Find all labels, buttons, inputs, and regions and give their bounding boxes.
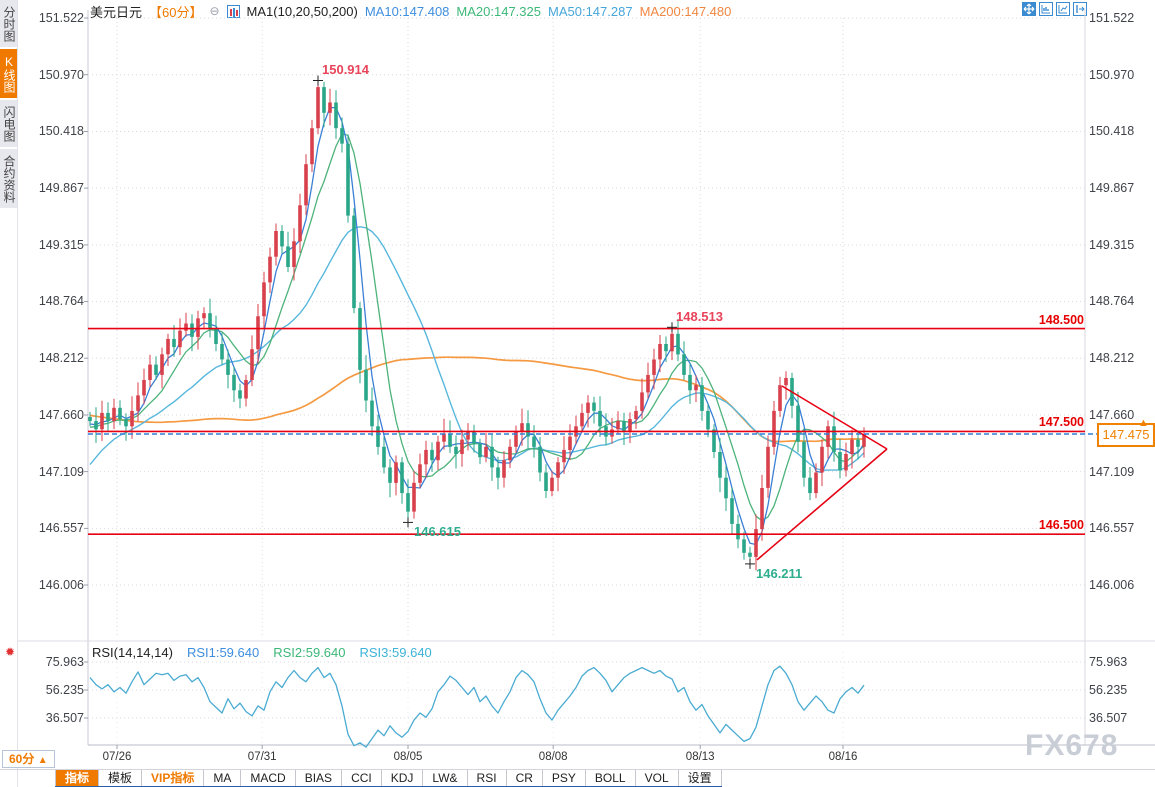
y-axis-label-left: 148.212 — [38, 351, 84, 366]
left-tab-strip: 分时图 K线图闪电图合约资料 — [0, 0, 18, 787]
swing-low-label: 146.615 — [414, 524, 461, 540]
y-axis-label-left: 150.418 — [38, 124, 84, 139]
y-axis-label-right: 150.418 — [1089, 124, 1135, 139]
y-axis-label-left: 147.109 — [38, 464, 84, 479]
rsi-axis-label-left: 56.235 — [45, 683, 84, 697]
rsi-header: RSI(14,14,14) RSI1:59.640 RSI2:59.640 RS… — [92, 645, 432, 660]
collapse-right-icon[interactable] — [1073, 2, 1087, 16]
crosshair-icon[interactable] — [1022, 2, 1036, 16]
price-up-arrow-icon: ▲ — [1138, 417, 1149, 429]
toolbar-item-CCI[interactable]: CCI — [342, 770, 382, 786]
period-selector[interactable]: 60分 ▲ — [2, 750, 55, 768]
x-axis-date-label: 08/08 — [538, 751, 568, 763]
ma200-value: MA200:147.480 — [639, 3, 732, 19]
candlestick-icon[interactable] — [226, 4, 240, 18]
rsi-settings-icon[interactable]: ✹ — [5, 645, 16, 659]
x-axis-date-label: 07/26 — [102, 751, 132, 763]
rsi1-value: RSI1:59.640 — [186, 645, 260, 660]
y-axis-label-left: 151.522 — [38, 11, 84, 25]
y-axis-label-left: 146.557 — [38, 521, 84, 536]
period-label: 【60分】 — [149, 4, 203, 20]
window-layout-icons — [1022, 2, 1087, 16]
period-value: 60分 — [9, 752, 35, 766]
current-price-box: 147.475 — [1097, 423, 1155, 447]
y-axis-label-left: 150.970 — [38, 67, 84, 82]
x-axis-date-label: 08/16 — [828, 751, 858, 763]
rsi-axis-label-left: 75.963 — [45, 655, 84, 669]
price-level-label: 147.500 — [1038, 415, 1084, 430]
toolbar-item-BOLL[interactable]: BOLL — [586, 770, 636, 786]
rsi-label: RSI(14,14,14) — [92, 645, 173, 660]
zoom-out-icon[interactable]: ⊖ — [209, 4, 220, 18]
y-axis-label-right: 149.315 — [1089, 237, 1135, 252]
toolbar-item-MA[interactable]: MA — [204, 770, 242, 786]
y-axis-label-right: 148.212 — [1089, 351, 1135, 366]
rsi-axis-label-right: 75.963 — [1089, 655, 1128, 669]
y-axis-label-left: 146.006 — [38, 577, 84, 592]
toolbar-item-模板[interactable]: 模板 — [99, 770, 143, 786]
toolbar-item-MACD[interactable]: MACD — [241, 770, 296, 786]
rsi-axis-label-right: 56.235 — [1089, 683, 1128, 697]
rsi-axis-label-right: 36.507 — [1089, 711, 1128, 725]
price-level-label: 146.500 — [1038, 518, 1084, 533]
toolbar-item-RSI[interactable]: RSI — [468, 770, 507, 786]
y-axis-label-right: 147.660 — [1089, 407, 1135, 422]
toolbar-item-PSY[interactable]: PSY — [543, 770, 586, 786]
swing-low-label: 146.211 — [756, 565, 803, 581]
toolbar-divider — [0, 769, 1155, 770]
symbol-name: 美元日元 — [90, 4, 143, 20]
toolbar-item-VIP指标[interactable]: VIP指标 — [142, 770, 205, 786]
sidebar-tab-K线图[interactable]: K线图 — [0, 49, 17, 98]
price-level-label: 148.500 — [1038, 312, 1084, 327]
rsi2-value: RSI2:59.640 — [273, 645, 346, 660]
swing-high-label: 148.513 — [676, 309, 723, 325]
y-axis-label-right: 149.867 — [1089, 181, 1135, 196]
rsi3-value: RSI3:59.640 — [359, 645, 432, 660]
ma10-value: MA10:147.408 — [364, 3, 450, 19]
toolbar-item-设置[interactable]: 设置 — [679, 770, 722, 786]
rsi-axis-label-left: 36.507 — [45, 711, 84, 725]
sidebar-tab-闪电图[interactable]: 闪电图 — [0, 100, 17, 147]
y-axis-label-right: 150.970 — [1089, 67, 1135, 82]
y-axis-label-left: 147.660 — [38, 407, 84, 422]
pane-axis-icon[interactable] — [1056, 2, 1070, 16]
y-axis-label-right: 146.006 — [1089, 577, 1135, 592]
y-axis-label-left: 149.315 — [38, 237, 84, 252]
y-axis-label-left: 148.764 — [38, 294, 84, 309]
toolbar-item-LW&[interactable]: LW& — [423, 770, 468, 786]
x-axis-date-label: 08/05 — [393, 751, 423, 763]
swing-high-label: 150.914 — [322, 62, 369, 78]
y-axis-label-right: 148.764 — [1089, 294, 1135, 309]
indicator-toolbar: 指标 模板 VIP指标 MA MACD BIAS CCI KDJ LW& RSI CR PSY BOLL… — [55, 770, 722, 787]
y-axis-label-right: 146.557 — [1089, 521, 1135, 536]
ma50-value: MA50:147.287 — [548, 3, 633, 19]
y-axis-label-left: 149.867 — [38, 181, 84, 196]
toolbar-item-指标[interactable]: 指标 — [55, 770, 100, 786]
toolbar-item-BIAS[interactable]: BIAS — [296, 770, 343, 786]
y-axis-label-right: 147.109 — [1089, 464, 1135, 479]
ma-settings-label: MA1(10,20,50,200) — [246, 3, 358, 19]
sidebar-tab-合约资料[interactable]: 合约资料 — [0, 149, 17, 208]
toolbar-item-VOL[interactable]: VOL — [636, 770, 679, 786]
watermark: FX678 — [1025, 729, 1119, 762]
y-axis-label-right: 151.522 — [1089, 11, 1135, 25]
x-axis-date-label: 08/13 — [685, 751, 715, 763]
x-axis-date-label: 07/31 — [247, 751, 277, 763]
chart-header: 美元日元 【60分】 ⊖ MA1(10,20,50,200) MA10:147.… — [90, 3, 732, 20]
toolbar-item-KDJ[interactable]: KDJ — [382, 770, 424, 786]
ma20-value: MA20:147.325 — [456, 3, 541, 19]
period-dropdown-icon: ▲ — [37, 755, 48, 766]
toolbar-item-CR[interactable]: CR — [507, 770, 543, 786]
pane-chart-icon[interactable] — [1039, 2, 1053, 16]
sidebar-tab-分时图[interactable]: 分时图 — [0, 0, 17, 47]
